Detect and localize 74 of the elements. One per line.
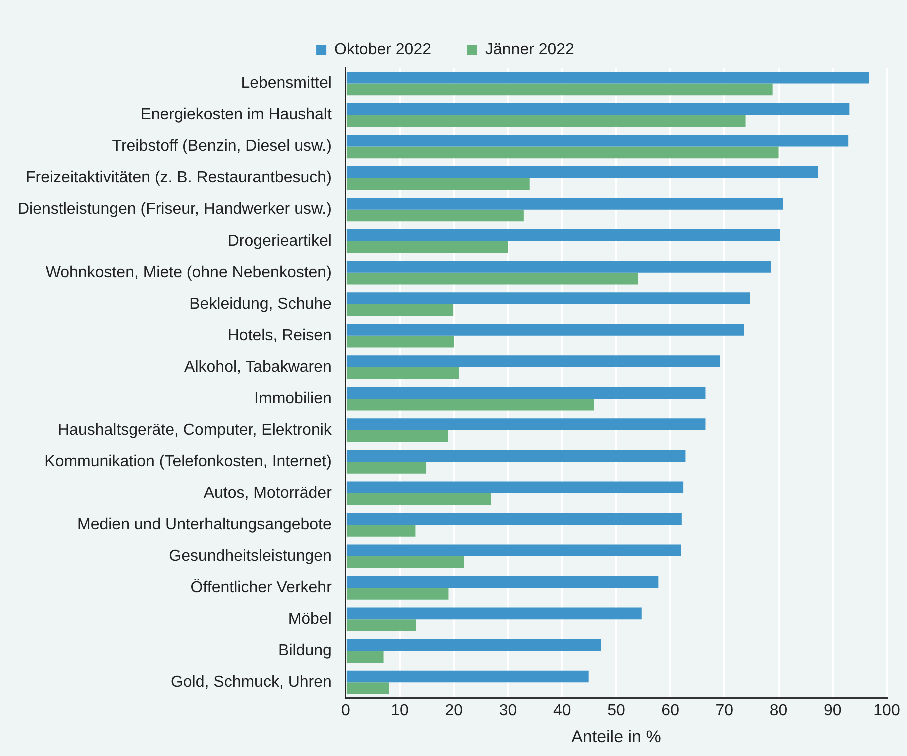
bar	[346, 336, 454, 348]
y-tick-label: Bekleidung, Schuhe	[190, 296, 332, 313]
bar	[346, 525, 416, 537]
x-tick-label: 40	[553, 702, 572, 720]
bar	[346, 651, 384, 663]
y-tick-label: Autos, Motorräder	[204, 484, 333, 502]
y-tick-label: Gesundheitsleistungen	[169, 548, 332, 565]
bar	[346, 450, 686, 462]
y-tick-label: Alkohol, Tabakwaren	[184, 358, 332, 376]
x-tick-label: 0	[341, 702, 350, 720]
bar	[346, 482, 684, 494]
y-tick-label: Hotels, Reisen	[228, 327, 332, 344]
y-tick-label: Drogerieartikel	[228, 232, 332, 250]
bar	[346, 356, 720, 368]
bar	[346, 682, 390, 694]
y-tick-label: Gold, Schmuck, Uhren	[170, 674, 332, 692]
bar	[346, 462, 427, 474]
x-axis-title: Anteile in %	[572, 727, 662, 746]
y-tick-label: Medien und Unterhaltungsangebote	[77, 516, 332, 534]
bar	[346, 241, 508, 254]
x-tick-label: 60	[662, 702, 680, 720]
x-tick-label: 10	[391, 702, 410, 720]
bar	[346, 544, 682, 557]
bar	[346, 556, 464, 568]
bar	[346, 178, 530, 190]
x-tick-label: 20	[445, 702, 464, 720]
x-tick-label: 30	[499, 702, 518, 720]
legend-label: Jänner 2022	[485, 41, 575, 58]
bar	[346, 198, 784, 210]
bar	[346, 134, 849, 147]
bar	[346, 670, 589, 683]
bar	[346, 324, 744, 336]
legend-label: Oktober 2022	[334, 41, 432, 58]
bar	[346, 418, 706, 430]
bar	[346, 261, 772, 273]
bar	[346, 494, 492, 506]
y-tick-label: Energiekosten im Haushalt	[140, 106, 332, 124]
bar	[346, 639, 602, 652]
bar	[346, 166, 818, 178]
bar	[346, 103, 850, 116]
x-tick-label: 80	[770, 702, 788, 720]
y-tick-label: Dienstleistungen (Friseur, Handwerker usw.)	[18, 201, 332, 218]
y-tick-label: Immobilien	[254, 390, 332, 408]
bar	[346, 292, 750, 304]
bar	[346, 84, 773, 96]
bar	[346, 115, 746, 128]
bar	[346, 210, 524, 222]
bar	[346, 72, 870, 84]
x-tick-label: 100	[874, 702, 900, 720]
bar	[346, 272, 638, 285]
bar	[346, 398, 594, 411]
y-tick-label: Bildung	[278, 642, 332, 660]
y-tick-label: Freizeitaktivitäten (z. B. Restaurantbesuch)	[26, 170, 332, 187]
y-tick-label: Haushaltsgeräte, Computer, Elektronik	[58, 422, 333, 439]
y-tick-label: Wohnkosten, Miete (ohne Nebenkosten)	[46, 264, 332, 282]
bar	[346, 588, 449, 600]
bar	[346, 430, 448, 442]
bar	[346, 230, 780, 242]
bar	[346, 608, 642, 620]
bar	[346, 513, 682, 526]
bar	[346, 304, 454, 316]
x-tick-label: 50	[608, 702, 626, 720]
bar	[346, 620, 416, 632]
y-tick-label: Kommunikation (Telefonkosten, Internet)	[44, 453, 332, 470]
bar	[346, 146, 779, 159]
y-tick-label: Öffentlicher Verkehr	[190, 578, 333, 596]
y-tick-label: Möbel	[288, 611, 332, 628]
bar	[346, 387, 706, 399]
x-tick-label: 90	[824, 702, 842, 720]
bar	[346, 367, 459, 380]
x-tick-label: 70	[716, 702, 734, 720]
y-tick-label: Treibstoff (Benzin, Diesel usw.)	[112, 138, 332, 156]
bar	[346, 576, 659, 588]
y-tick-label: Lebensmittel	[241, 75, 332, 92]
